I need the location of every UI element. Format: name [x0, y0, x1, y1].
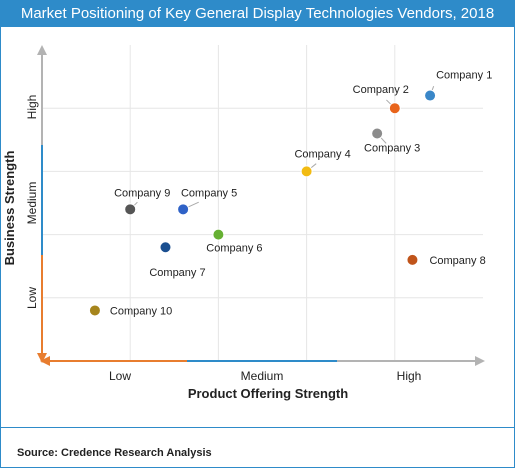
x-axis-arrow-right [475, 356, 485, 366]
marker-company-2 [388, 102, 401, 115]
y-axis-arrow-down [37, 353, 47, 363]
marker-company-7 [159, 241, 172, 254]
x-axis-arrow-left [40, 356, 50, 366]
y-axis-title: Business Strength [2, 151, 17, 266]
marker-company-10 [88, 304, 101, 317]
y-tick-low: Low [25, 287, 39, 309]
x-axis-title: Product Offering Strength [188, 386, 348, 401]
point-company-6: Company 6 [206, 228, 263, 255]
label-company-4: Company 4 [294, 148, 350, 160]
point-company-3: Company 3 [364, 127, 420, 154]
source-text: Source: Credence Research Analysis [17, 447, 212, 459]
label-company-7: Company 7 [149, 267, 205, 279]
point-company-9: Company 9 [114, 187, 170, 216]
marker-company-5 [177, 203, 190, 216]
y-tick-medium: Medium [25, 182, 39, 225]
marker-company-4 [300, 165, 313, 178]
label-company-10: Company 10 [110, 305, 172, 317]
marker-company-9 [124, 203, 137, 216]
point-company-1: Company 1 [424, 70, 492, 102]
marker-company-8 [406, 253, 419, 266]
tick-labels: Low Medium High Low Medium High [25, 95, 421, 383]
data-points: Company 1 Company 2 Company 3 Company 4 Comp… [88, 70, 492, 317]
axes [37, 45, 485, 366]
point-company-8: Company 8 [406, 253, 486, 267]
point-company-5: Company 5 [177, 187, 237, 216]
source-bar: Source: Credence Research Analysis [0, 427, 515, 469]
label-company-1: Company 1 [436, 70, 492, 82]
point-company-7: Company 7 [149, 241, 206, 279]
label-company-5: Company 5 [181, 187, 237, 199]
marker-company-1 [424, 89, 437, 102]
point-company-2: Company 2 [353, 84, 409, 115]
label-company-6: Company 6 [206, 243, 262, 255]
label-company-8: Company 8 [429, 255, 485, 267]
marker-company-6 [212, 228, 225, 241]
marker-company-3 [371, 127, 384, 140]
y-tick-high: High [25, 95, 39, 120]
y-axis-arrow-up [37, 45, 47, 55]
point-company-4: Company 4 [294, 148, 351, 178]
label-company-2: Company 2 [353, 84, 409, 96]
chart-title: Market Positioning of Key General Displa… [0, 0, 515, 27]
label-company-3: Company 3 [364, 142, 420, 154]
grid [42, 45, 483, 361]
point-company-10: Company 10 [88, 304, 172, 317]
x-tick-medium: Medium [241, 369, 284, 383]
label-company-9: Company 9 [114, 187, 170, 199]
x-tick-high: High [397, 369, 422, 383]
x-tick-low: Low [109, 369, 131, 383]
